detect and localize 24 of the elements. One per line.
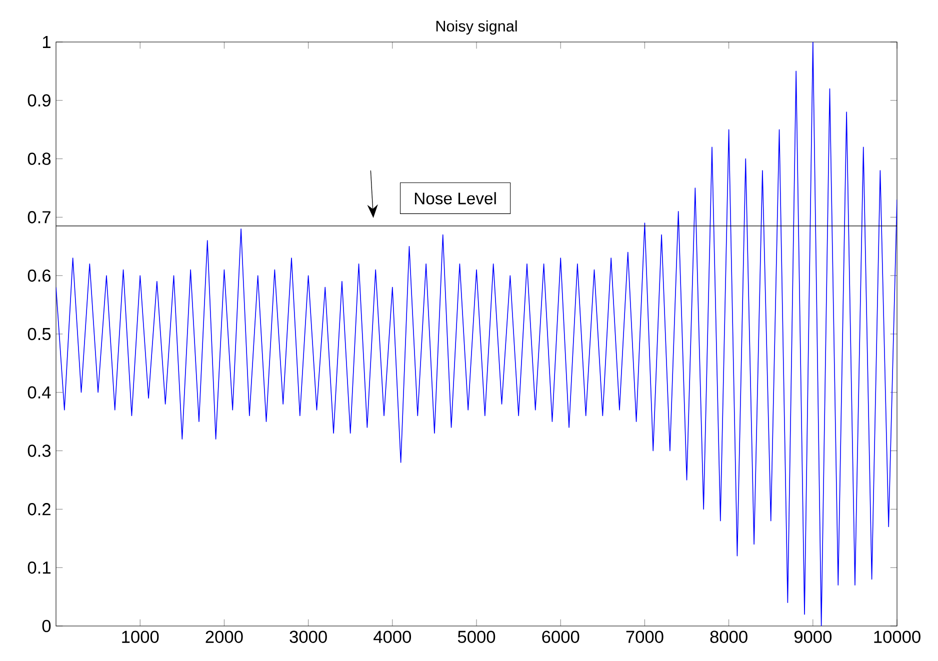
x-tick-label: 3000 [290, 630, 327, 643]
x-tick-label: 9000 [794, 630, 832, 643]
x-tick-label: 6000 [542, 630, 580, 643]
y-tick-label: 0.9 [28, 94, 50, 107]
chart-title: Noisy signal [436, 20, 517, 35]
x-tick-label: 8000 [710, 630, 748, 643]
x-tick-label: 10000 [874, 630, 920, 643]
x-tick-label: 2000 [206, 630, 243, 643]
x-tick-label: 1000 [122, 630, 159, 643]
ref-line-label: Nose Level [414, 192, 496, 204]
y-tick-label: 0 [42, 620, 51, 632]
y-tick-label: 0.5 [28, 328, 51, 340]
y-tick-label: 0.7 [28, 211, 50, 224]
y-tick-label: 0.8 [28, 152, 51, 165]
y-tick-label: 0.3 [28, 444, 51, 457]
y-tick-label: 0.2 [28, 503, 50, 516]
y-tick-label: 0.1 [28, 561, 50, 574]
x-tick-label: 4000 [374, 630, 412, 643]
x-tick-label: 7000 [626, 630, 664, 643]
y-tick-label: 1 [42, 36, 50, 48]
y-tick-label: 0.6 [28, 269, 51, 282]
y-tick-label: 0.4 [28, 386, 51, 399]
line-series [56, 42, 898, 626]
x-tick-label: 5000 [458, 630, 496, 643]
